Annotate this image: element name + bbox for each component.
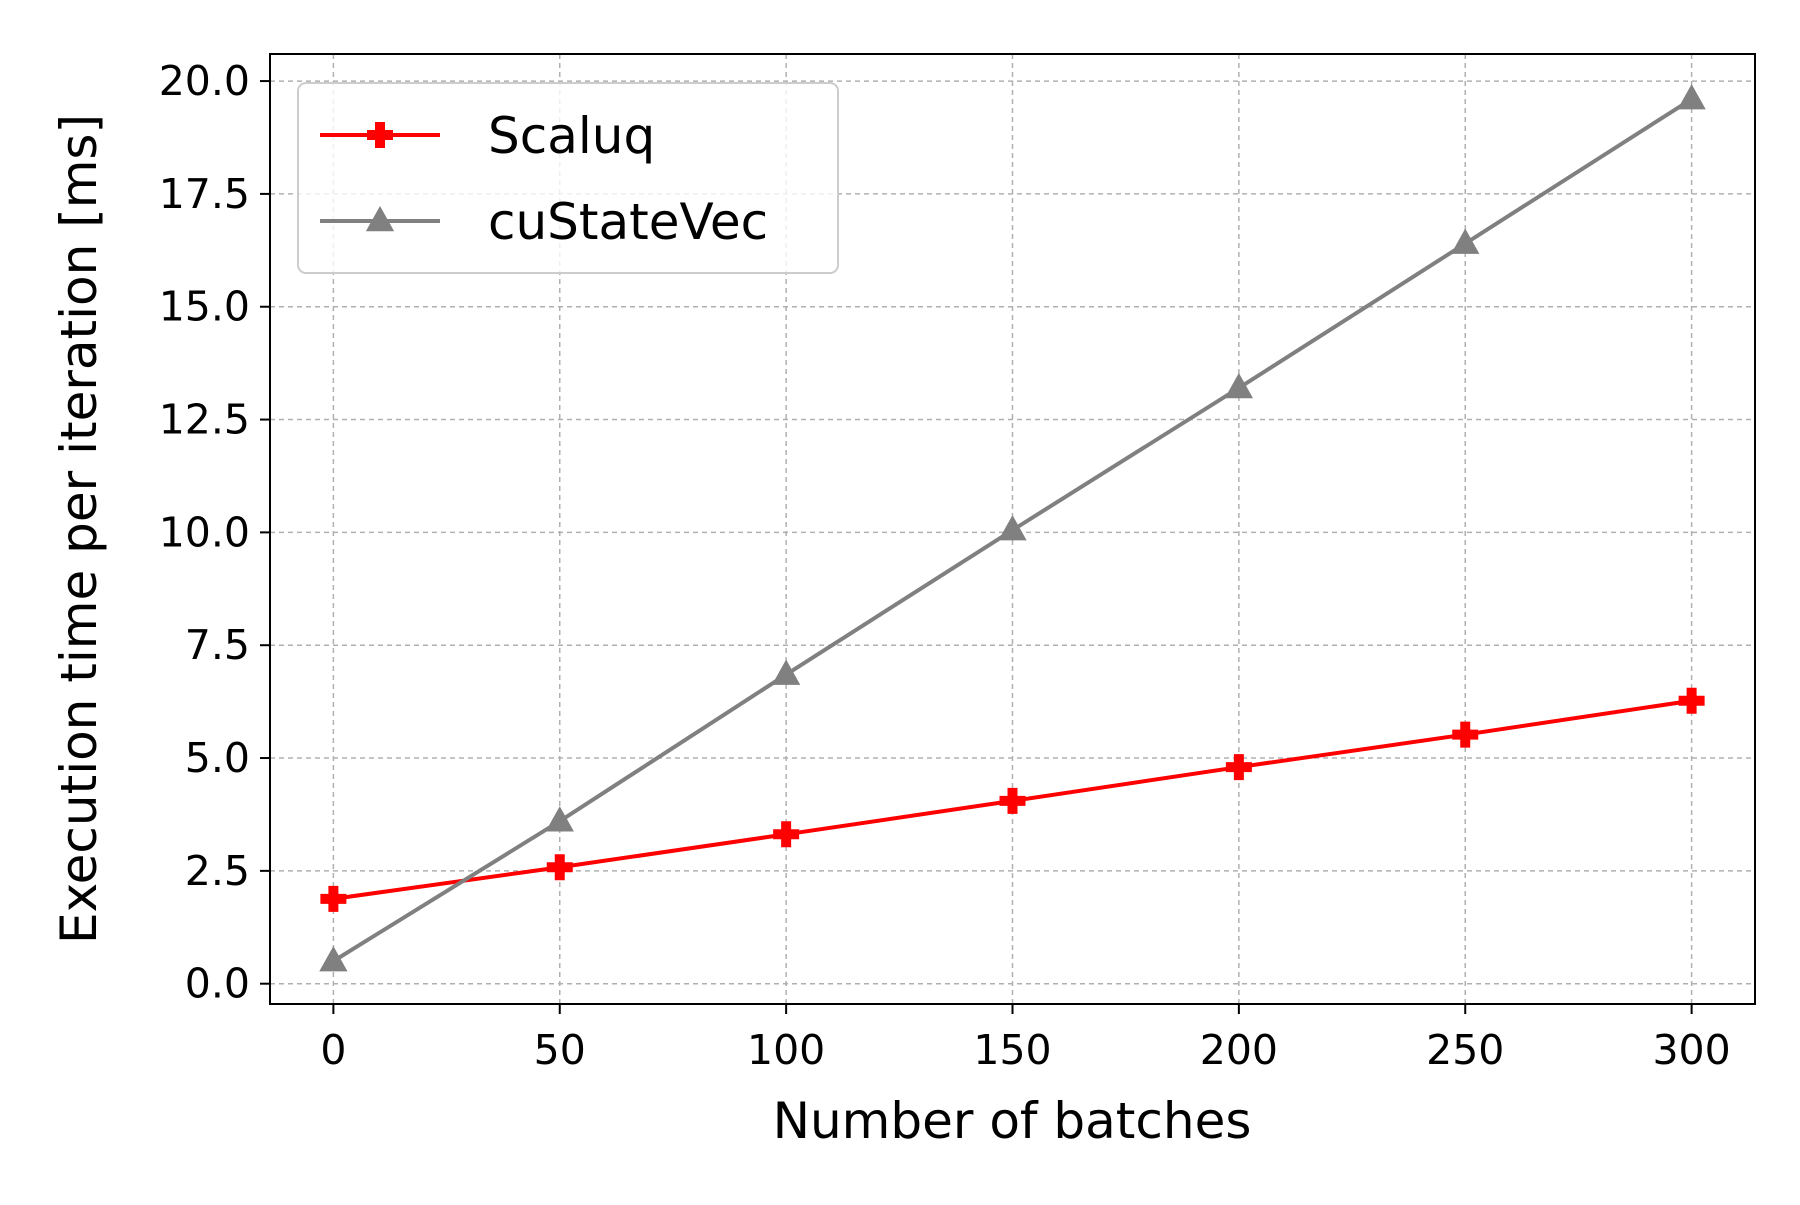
y-tick-label: 0.0 [185, 960, 250, 1008]
ticks: 0 50 100 150 200 250 300 0.0 2.5 5.0 7.5 10.0 12.5 15… [159, 57, 1731, 1074]
series-scaluq [320, 687, 1705, 912]
legend-item-custatevec: cuStateVec [320, 193, 768, 251]
x-tick-label: 0 [320, 1026, 346, 1074]
y-tick-label: 10.0 [159, 508, 250, 556]
y-tick-label: 5.0 [185, 734, 250, 782]
scaluq-point [999, 787, 1026, 814]
y-tick-label: 12.5 [159, 396, 250, 444]
legend-item-scaluq: Scaluq [320, 107, 655, 165]
scaluq-point [1225, 754, 1252, 781]
y-tick-label: 17.5 [159, 170, 250, 218]
legend-label-custatevec: cuStateVec [488, 193, 768, 251]
legend-marker-custatevec [365, 205, 395, 232]
legend-items: Scaluq cuStateVec [320, 107, 768, 251]
scaluq-point [320, 885, 347, 912]
custatevec-point [545, 806, 574, 832]
series-custatevec [319, 84, 1706, 972]
x-axis-label: Number of batches [773, 1092, 1252, 1150]
y-tick-label: 20.0 [159, 57, 250, 105]
scaluq-point [773, 821, 800, 848]
x-tick-label: 100 [747, 1026, 825, 1074]
series-layer [319, 84, 1706, 972]
custatevec-point [1451, 228, 1480, 254]
legend-box [297, 82, 839, 274]
scaluq-point [546, 854, 573, 881]
y-tick-label: 15.0 [159, 283, 250, 331]
y-tick-label: 2.5 [185, 847, 250, 895]
legend-marker-scaluq [367, 122, 393, 148]
custatevec-point [998, 515, 1027, 541]
custatevec-point [771, 659, 801, 685]
legend-label-scaluq: Scaluq [488, 107, 655, 165]
scaluq-point [1678, 687, 1705, 714]
x-tick-label: 300 [1652, 1026, 1730, 1074]
y-axis-label: Execution time per iteration [ms] [50, 114, 108, 944]
custatevec-point [319, 946, 348, 972]
custatevec-point [1224, 372, 1254, 399]
y-tick-label: 7.5 [185, 621, 250, 669]
x-tick-label: 50 [534, 1026, 586, 1074]
custatevec-point [1677, 84, 1706, 110]
x-tick-label: 200 [1200, 1026, 1278, 1074]
legend: Scaluq cuStateVec [297, 82, 839, 274]
scaluq-point [1452, 721, 1479, 748]
x-tick-label: 150 [973, 1026, 1051, 1074]
x-tick-label: 250 [1426, 1026, 1504, 1074]
